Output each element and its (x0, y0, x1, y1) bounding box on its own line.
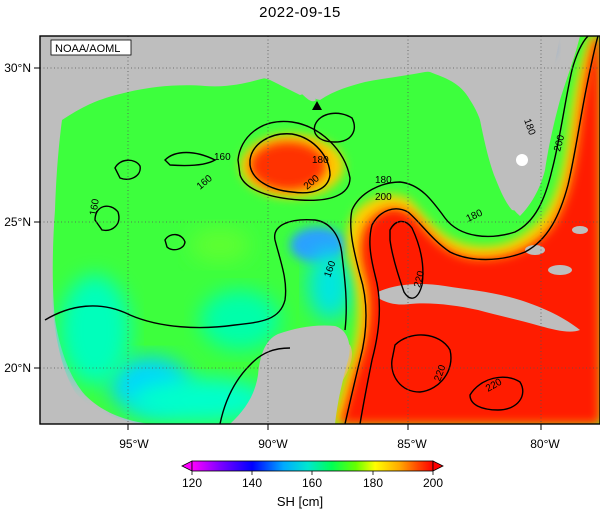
contour-label: 160 (88, 198, 102, 217)
land-us-coast (40, 36, 540, 170)
graticule (40, 36, 600, 424)
land-cuba (378, 284, 580, 332)
map-frame (39, 35, 600, 425)
land-delta (300, 90, 316, 102)
colorbar-max-arrow (432, 460, 444, 472)
colorbar: 120 140 160 180 200 (181, 460, 444, 490)
colorbar-tick-label: 200 (423, 476, 443, 490)
contour-160-a (114, 159, 141, 180)
land-masses (40, 36, 588, 424)
land-bahamas-3 (572, 226, 588, 234)
field-cyan-center (308, 250, 352, 320)
contour-label: 200 (375, 192, 392, 203)
land-mexico-west (40, 160, 140, 424)
land-yucatan (230, 325, 350, 424)
contour-lines (44, 36, 599, 424)
contour-180-loop (344, 36, 589, 424)
lon-label-85: 85°W (397, 437, 427, 451)
eddy-warm-core (250, 142, 326, 190)
colorbar-tick-label: 120 (182, 476, 202, 490)
lon-label-95: 95°W (119, 437, 149, 451)
contour-label: 180 (312, 155, 329, 166)
colorbar-title: SH [cm] (276, 494, 324, 509)
contour-160-long (44, 218, 347, 331)
tick-marks (34, 67, 542, 430)
colorbar-tick-label: 180 (363, 476, 383, 490)
contour-label: 220 (412, 269, 427, 288)
station-triangle-icon[interactable] (312, 101, 322, 110)
land-florida (478, 36, 560, 211)
contour-160-d (164, 233, 186, 251)
lon-labels: 95°W 90°W 85°W 80°W (119, 437, 560, 451)
contour-160-south (219, 347, 291, 424)
contour-label: 160 (214, 152, 231, 163)
loop-current-red (340, 36, 600, 424)
contour-160-e (313, 112, 355, 143)
colorbar-ramp (191, 460, 434, 472)
field-green-bright (190, 227, 250, 263)
contour-180-eddy (237, 120, 351, 202)
field-cyan-w (60, 275, 130, 385)
contour-220-se (469, 376, 524, 411)
map-title: 2022-09-15 (259, 4, 341, 21)
contour-220-loop (389, 220, 424, 299)
contour-label: 180 (375, 175, 392, 186)
map-panel[interactable]: 160 160 160 160 180 180 180 200 200 200 … (40, 34, 600, 424)
contour-200-loop (359, 36, 599, 424)
colorbar-tick-label: 160 (302, 476, 322, 490)
lat-label-20: 20°N (4, 361, 31, 375)
contour-160-c (164, 151, 217, 167)
land-bahamas-2 (548, 265, 572, 275)
lat-labels: 30°N 25°N 20°N (4, 61, 31, 375)
lat-label-30: 30°N (4, 61, 31, 75)
contour-220-south (391, 334, 452, 393)
lake-okeechobee (516, 154, 528, 166)
lon-label-90: 90°W (258, 437, 288, 451)
lat-label-25: 25°N (4, 215, 31, 229)
colorbar-tick-label: 140 (242, 476, 262, 490)
lon-label-80: 80°W (530, 437, 560, 451)
colorbar-min-arrow (181, 460, 193, 472)
field-teal-center (200, 290, 280, 350)
contour-label: 200 (552, 133, 567, 152)
field-cyan-s (130, 378, 270, 422)
land-bahamas-1 (525, 245, 545, 255)
attribution-text: NOAA/AOML (55, 43, 120, 55)
contour-200-eddy (249, 133, 331, 194)
attribution-box (50, 39, 132, 56)
contour-160-b (94, 205, 120, 232)
